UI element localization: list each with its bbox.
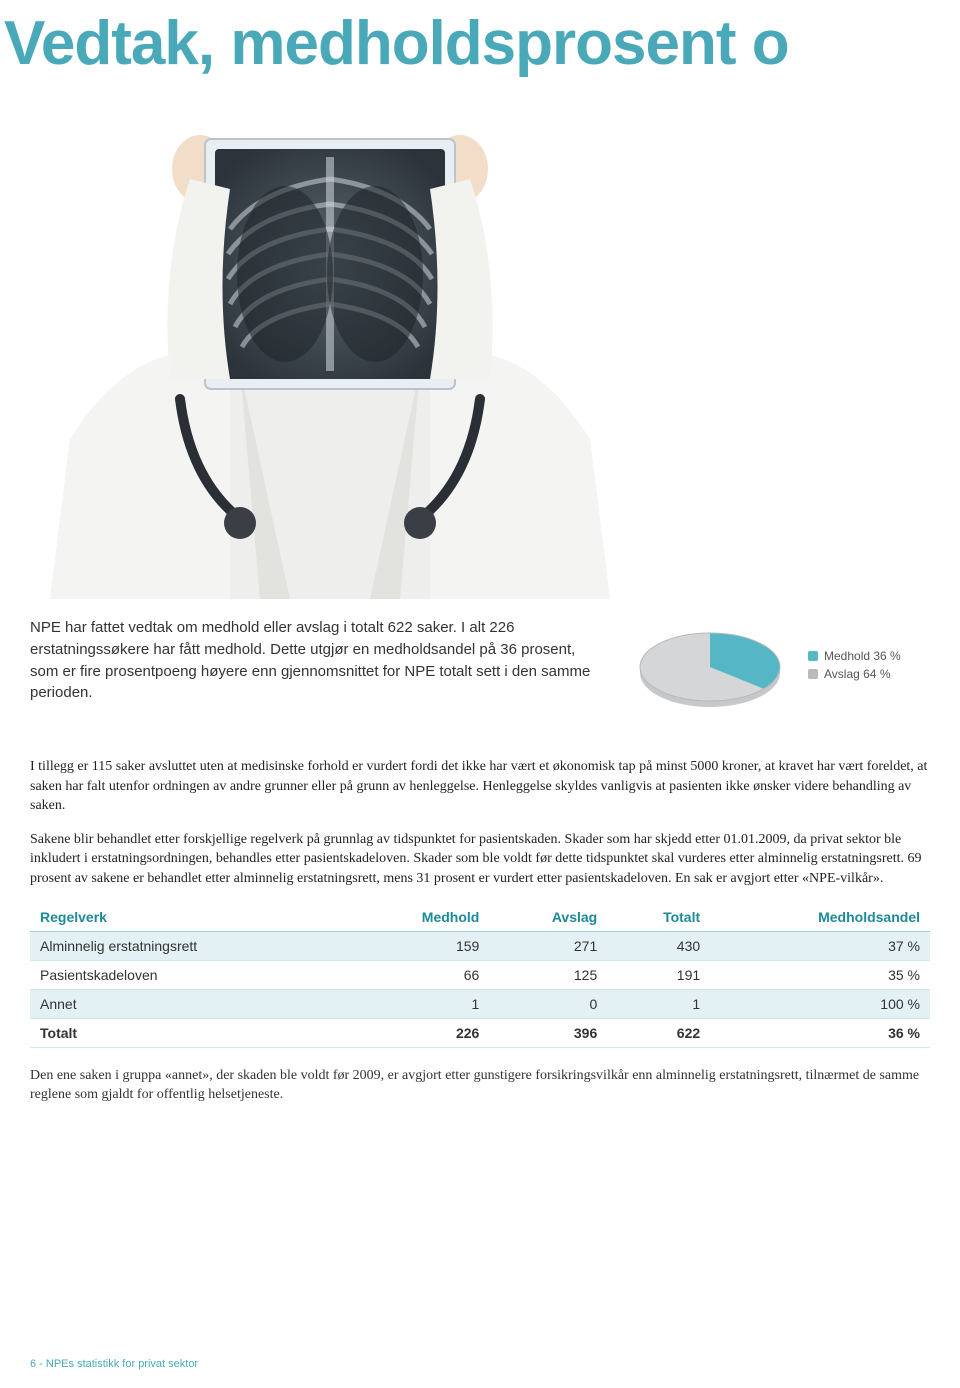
table-cell: 430 xyxy=(607,931,710,960)
table-cell: Alminnelig erstatningsrett xyxy=(30,931,350,960)
table-cell: 100 % xyxy=(710,989,930,1018)
table-cell: 191 xyxy=(607,960,710,989)
table-cell: 622 xyxy=(607,1018,710,1047)
legend-item-avslag: Avslag 64 % xyxy=(808,667,901,681)
table-row-total: Totalt 226 396 622 36 % xyxy=(30,1018,930,1047)
table-cell: 159 xyxy=(350,931,490,960)
pie-chart xyxy=(630,617,790,717)
page-title: Vedtak, medholdsprosent o xyxy=(4,8,960,79)
legend-label: Avslag 64 % xyxy=(824,667,891,681)
table-header: Medhold xyxy=(350,903,490,932)
table-cell: 1 xyxy=(607,989,710,1018)
table-cell: 36 % xyxy=(710,1018,930,1047)
table-cell: 1 xyxy=(350,989,490,1018)
hero-image xyxy=(30,99,630,599)
table-cell: 271 xyxy=(489,931,607,960)
table-cell: 125 xyxy=(489,960,607,989)
table-header: Regelverk xyxy=(30,903,350,932)
regelverk-table: Regelverk Medhold Avslag Totalt Medholds… xyxy=(30,903,930,1048)
body-paragraph-2: Sakene blir behandlet etter forskjellige… xyxy=(30,830,930,889)
legend-swatch-icon xyxy=(808,669,818,679)
table-row: Pasientskadeloven 66 125 191 35 % xyxy=(30,960,930,989)
table-header: Totalt xyxy=(607,903,710,932)
table-row: Alminnelig erstatningsrett 159 271 430 3… xyxy=(30,931,930,960)
page-footer: 6 - NPEs statistikk for privat sektor xyxy=(30,1358,198,1370)
pie-legend: Medhold 36 % Avslag 64 % xyxy=(808,649,901,685)
table-cell: Annet xyxy=(30,989,350,1018)
table-header-row: Regelverk Medhold Avslag Totalt Medholds… xyxy=(30,903,930,932)
table-cell: Totalt xyxy=(30,1018,350,1047)
pie-chart-block: Medhold 36 % Avslag 64 % xyxy=(630,617,930,717)
legend-swatch-icon xyxy=(808,651,818,661)
legend-label: Medhold 36 % xyxy=(824,649,901,663)
legend-item-medhold: Medhold 36 % xyxy=(808,649,901,663)
table-cell: 35 % xyxy=(710,960,930,989)
after-table-paragraph: Den ene saken i gruppa «annet», der skad… xyxy=(30,1066,930,1105)
intro-paragraph: NPE har fattet vedtak om medhold eller a… xyxy=(30,617,600,717)
table-header: Medholdsandel xyxy=(710,903,930,932)
table-row: Annet 1 0 1 100 % xyxy=(30,989,930,1018)
table-cell: 37 % xyxy=(710,931,930,960)
table-cell: 66 xyxy=(350,960,490,989)
table-cell: 0 xyxy=(489,989,607,1018)
table-cell: 226 xyxy=(350,1018,490,1047)
table-header: Avslag xyxy=(489,903,607,932)
table-cell: 396 xyxy=(489,1018,607,1047)
table-cell: Pasientskadeloven xyxy=(30,960,350,989)
body-paragraph-1: I tillegg er 115 saker avsluttet uten at… xyxy=(30,757,930,816)
